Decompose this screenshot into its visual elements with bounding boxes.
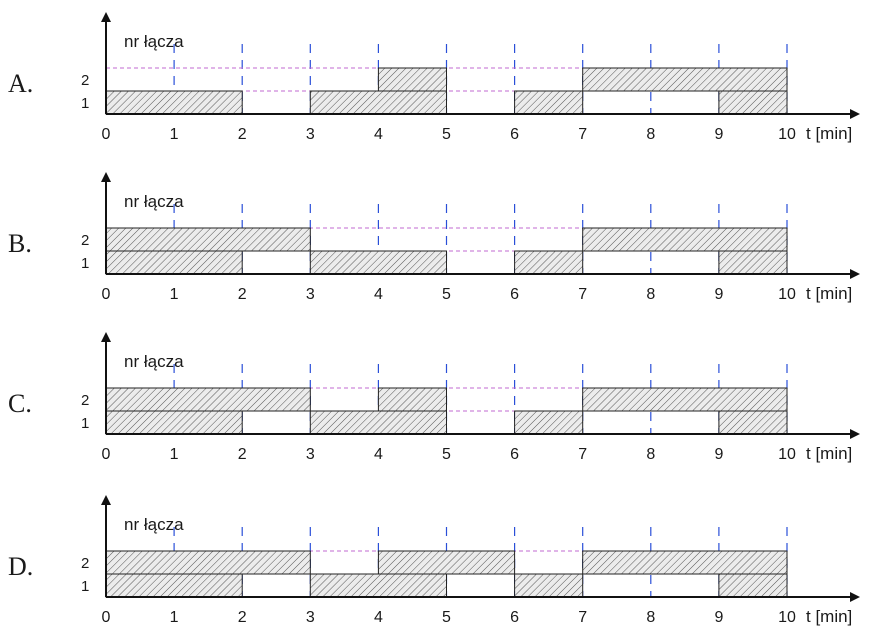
x-tick-label: 1 (170, 446, 179, 463)
x-tick-label: 6 (510, 446, 519, 463)
link-1-busy-segment (309, 410, 447, 435)
x-tick-label: 9 (714, 609, 723, 626)
x-tick-label: 3 (306, 126, 315, 143)
option-letter: A. (8, 69, 33, 98)
x-axis-label: t [min] (806, 607, 852, 626)
link-1-busy-segment (309, 573, 447, 598)
x-tick-label: 0 (102, 446, 111, 463)
x-tick-label: 8 (646, 126, 655, 143)
x-tick-label: 7 (578, 446, 587, 463)
x-tick-label: 3 (306, 609, 315, 626)
lane-label-1: 1 (81, 415, 89, 432)
lane-label-2: 2 (81, 392, 89, 409)
x-tick-label: 10 (778, 446, 796, 463)
x-tick-label: 8 (646, 609, 655, 626)
link-2-busy-segment (105, 550, 311, 575)
x-tick-label: 7 (578, 286, 587, 303)
link-1-busy-segment (718, 573, 788, 598)
x-tick-label: 1 (170, 286, 179, 303)
link-1-busy-segment (514, 90, 584, 115)
x-tick-label: 5 (442, 126, 451, 143)
x-tick-label: 9 (714, 286, 723, 303)
x-tick-label: 2 (238, 609, 247, 626)
lane-label-1: 1 (81, 255, 89, 272)
link-1-busy-segment (514, 573, 584, 598)
x-tick-label: 10 (778, 126, 796, 143)
option-letter: B. (8, 229, 32, 258)
lane-label-2: 2 (81, 72, 89, 89)
x-tick-label: 8 (646, 446, 655, 463)
link-1-busy-segment (514, 410, 584, 435)
x-tick-label: 10 (778, 286, 796, 303)
x-tick-label: 0 (102, 126, 111, 143)
link-2-busy-segment (582, 387, 788, 412)
link-2-busy-segment (105, 387, 311, 412)
link-1-busy-segment (514, 250, 584, 275)
x-tick-label: 2 (238, 446, 247, 463)
x-tick-label: 0 (102, 609, 111, 626)
lane-label-1: 1 (81, 95, 89, 112)
x-tick-label: 7 (578, 126, 587, 143)
x-tick-label: 6 (510, 126, 519, 143)
option-letter: C. (8, 389, 32, 418)
y-axis-label: nr łącza (124, 32, 184, 51)
x-tick-label: 10 (778, 609, 796, 626)
link-1-busy-segment (105, 250, 243, 275)
link-2-busy-segment (377, 387, 447, 412)
link-1-busy-segment (718, 250, 788, 275)
link-2-busy-segment (377, 67, 447, 92)
link-1-busy-segment (105, 573, 243, 598)
y-axis-label: nr łącza (124, 352, 184, 371)
link-1-busy-segment (309, 250, 447, 275)
y-axis-label: nr łącza (124, 192, 184, 211)
x-tick-label: 1 (170, 126, 179, 143)
x-tick-label: 4 (374, 609, 383, 626)
x-axis-label: t [min] (806, 124, 852, 143)
x-tick-label: 8 (646, 286, 655, 303)
x-tick-label: 9 (714, 446, 723, 463)
x-tick-label: 6 (510, 609, 519, 626)
link-1-busy-segment (105, 90, 243, 115)
link-1-busy-segment (105, 410, 243, 435)
x-tick-label: 4 (374, 286, 383, 303)
link-1-busy-segment (718, 410, 788, 435)
option-letter: D. (8, 552, 33, 581)
x-tick-label: 3 (306, 286, 315, 303)
x-tick-label: 2 (238, 286, 247, 303)
x-tick-label: 2 (238, 126, 247, 143)
x-tick-label: 9 (714, 126, 723, 143)
link-1-busy-segment (309, 90, 447, 115)
x-tick-label: 6 (510, 286, 519, 303)
x-tick-label: 4 (374, 126, 383, 143)
y-axis-label: nr łącza (124, 515, 184, 534)
link-2-busy-segment (582, 67, 788, 92)
link-2-busy-segment (377, 550, 516, 575)
x-tick-label: 5 (442, 286, 451, 303)
x-tick-label: 4 (374, 446, 383, 463)
lane-label-2: 2 (81, 555, 89, 572)
x-tick-label: 3 (306, 446, 315, 463)
link-1-busy-segment (718, 90, 788, 115)
x-axis-label: t [min] (806, 284, 852, 303)
x-axis-label: t [min] (806, 444, 852, 463)
link-2-busy-segment (105, 227, 311, 252)
lane-label-1: 1 (81, 578, 89, 595)
link-2-busy-segment (582, 227, 788, 252)
x-tick-label: 5 (442, 446, 451, 463)
x-tick-label: 1 (170, 609, 179, 626)
lane-label-2: 2 (81, 232, 89, 249)
x-tick-label: 5 (442, 609, 451, 626)
x-tick-label: 0 (102, 286, 111, 303)
link-2-busy-segment (582, 550, 788, 575)
x-tick-label: 7 (578, 609, 587, 626)
